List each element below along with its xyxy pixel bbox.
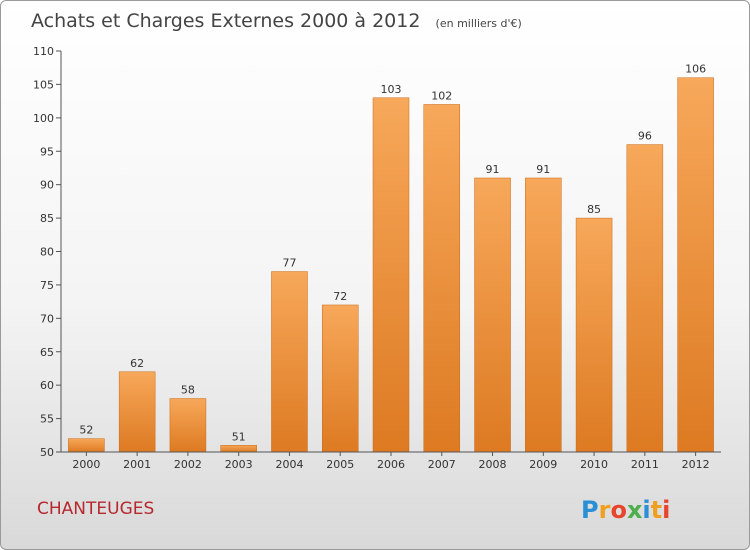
data-label: 58 bbox=[181, 384, 195, 397]
x-tick-label: 2003 bbox=[225, 458, 253, 471]
x-tick-label: 2007 bbox=[428, 458, 456, 471]
chart-title-group: Achats et Charges Externes 2000 à 2012 (… bbox=[31, 10, 522, 32]
chart-title: Achats et Charges Externes 2000 à 2012 bbox=[31, 10, 420, 32]
y-tick-label: 100 bbox=[33, 112, 54, 125]
x-tick-label: 2006 bbox=[377, 458, 405, 471]
proxiti-logo: Proxiti bbox=[581, 496, 670, 524]
bar bbox=[220, 445, 257, 453]
bar bbox=[372, 97, 410, 453]
x-tick-label: 2009 bbox=[529, 458, 557, 471]
logo-letter: P bbox=[581, 496, 599, 524]
logo-letter: o bbox=[610, 496, 627, 524]
y-tick-label: 60 bbox=[40, 379, 54, 392]
y-tick-label: 65 bbox=[40, 346, 54, 359]
logo-letter: r bbox=[599, 496, 611, 524]
data-label: 91 bbox=[536, 163, 550, 176]
x-tick-label: 2002 bbox=[174, 458, 202, 471]
bar bbox=[575, 217, 613, 453]
data-label: 102 bbox=[431, 89, 452, 102]
bar bbox=[321, 304, 359, 453]
data-label: 96 bbox=[638, 130, 652, 143]
bars: 52 62 58 51 77 72 103 102 91 91 85 96 106 bbox=[68, 63, 714, 453]
data-label: 52 bbox=[79, 424, 93, 437]
y-tick-label: 70 bbox=[40, 312, 54, 325]
x-tick-label: 2008 bbox=[479, 458, 507, 471]
y-tick-label: 105 bbox=[33, 78, 54, 91]
logo-letter: x bbox=[627, 496, 643, 524]
y-tick-label: 55 bbox=[40, 413, 54, 426]
x-tick-label: 2011 bbox=[631, 458, 659, 471]
x-axis: 2000 2001 2002 2003 2004 2005 2006 2007 2008 2009… bbox=[61, 451, 721, 471]
logo-letter: t bbox=[651, 496, 662, 524]
chart-subtitle: (en milliers d'€) bbox=[436, 17, 522, 30]
x-tick-label: 2005 bbox=[326, 458, 354, 471]
data-label: 62 bbox=[130, 357, 144, 370]
bar bbox=[474, 177, 511, 453]
bar bbox=[525, 177, 562, 453]
y-tick-label: 110 bbox=[33, 45, 54, 58]
data-label: 72 bbox=[333, 290, 347, 303]
x-tick-label: 2004 bbox=[275, 458, 303, 471]
y-tick-label: 75 bbox=[40, 279, 54, 292]
y-axis: 50 55 60 65 70 75 80 85 90 95 100 105 110 bbox=[33, 45, 62, 459]
y-tick-label: 85 bbox=[40, 212, 54, 225]
data-label: 85 bbox=[587, 203, 601, 216]
place-name: CHANTEUGES bbox=[37, 499, 154, 519]
logo-letter: i bbox=[642, 496, 650, 524]
data-label: 77 bbox=[282, 257, 296, 270]
bar bbox=[423, 104, 461, 453]
bar bbox=[626, 144, 664, 453]
bar bbox=[677, 77, 714, 453]
bar bbox=[118, 371, 156, 453]
data-label: 103 bbox=[381, 83, 402, 96]
y-tick-label: 80 bbox=[40, 246, 54, 259]
x-tick-label: 2010 bbox=[580, 458, 608, 471]
x-tick-label: 2012 bbox=[682, 458, 710, 471]
x-tick-label: 2000 bbox=[72, 458, 100, 471]
logo-letter: i bbox=[662, 496, 670, 524]
bar bbox=[169, 398, 207, 453]
y-tick-label: 50 bbox=[40, 446, 54, 459]
x-tick-label: 2001 bbox=[123, 458, 151, 471]
data-label: 106 bbox=[685, 63, 706, 76]
bar bbox=[68, 438, 105, 453]
bar bbox=[271, 271, 308, 453]
y-tick-label: 90 bbox=[40, 179, 54, 192]
data-label: 51 bbox=[232, 430, 246, 443]
y-tick-label: 95 bbox=[40, 145, 54, 158]
data-label: 91 bbox=[486, 163, 500, 176]
